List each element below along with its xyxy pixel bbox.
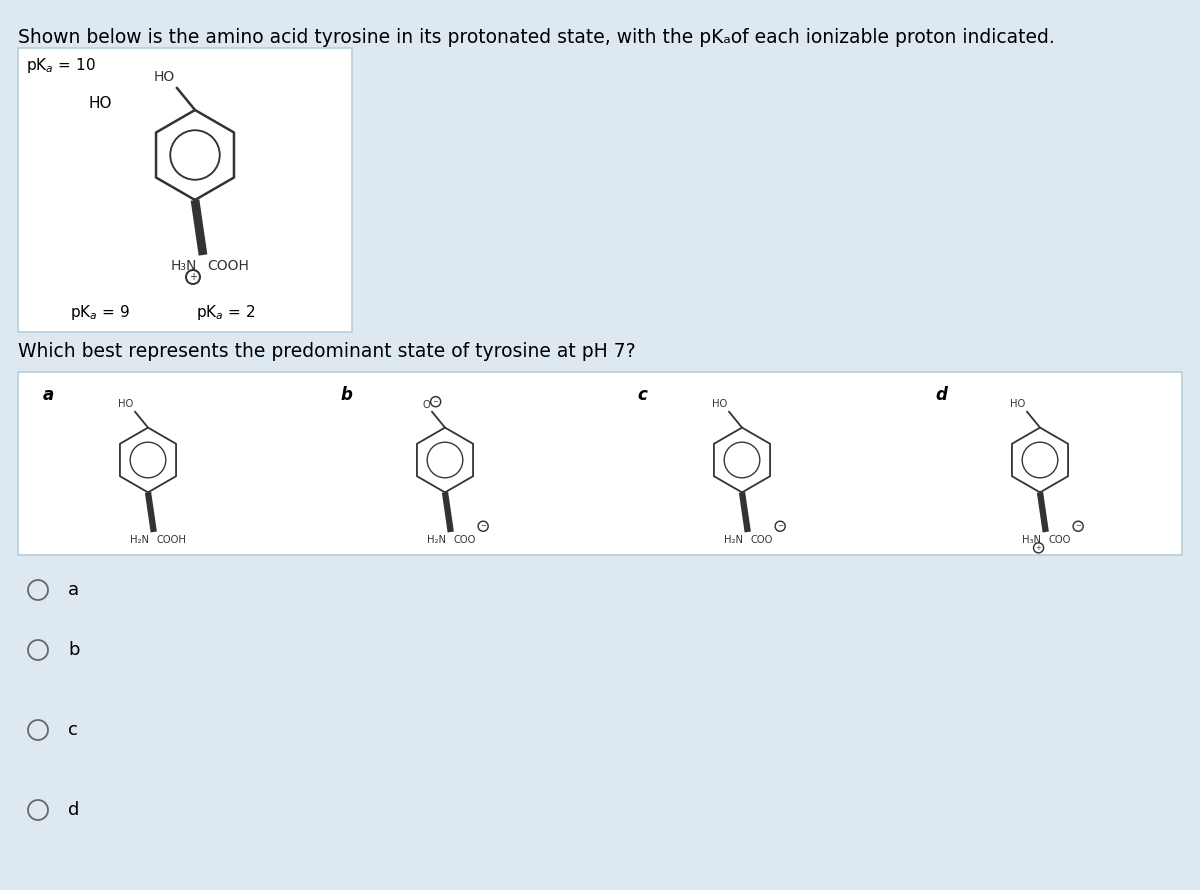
Text: c: c xyxy=(637,386,647,404)
Text: pK$_a$ = 2: pK$_a$ = 2 xyxy=(196,303,256,322)
Text: −: − xyxy=(778,523,784,530)
Text: COO: COO xyxy=(751,535,773,545)
Text: −: − xyxy=(1075,523,1081,530)
Text: HO: HO xyxy=(713,399,727,409)
Text: COOH: COOH xyxy=(157,535,186,545)
Text: +: + xyxy=(190,272,197,282)
Text: O: O xyxy=(422,400,431,410)
Text: b: b xyxy=(68,641,79,659)
Text: HO: HO xyxy=(119,399,133,409)
Text: d: d xyxy=(68,801,79,819)
Text: H₃N: H₃N xyxy=(170,259,197,273)
Text: H₃N: H₃N xyxy=(1022,535,1042,545)
Text: +: + xyxy=(1036,545,1042,551)
Text: a: a xyxy=(68,581,79,599)
Text: b: b xyxy=(340,386,352,404)
Text: COO: COO xyxy=(1049,535,1072,545)
Text: pK$_a$ = 10: pK$_a$ = 10 xyxy=(26,56,96,75)
Text: −: − xyxy=(433,399,438,405)
Text: COO: COO xyxy=(454,535,476,545)
Text: H₂N: H₂N xyxy=(131,535,150,545)
Text: d: d xyxy=(935,386,947,404)
Text: H₂N: H₂N xyxy=(427,535,446,545)
Text: HO: HO xyxy=(1010,399,1026,409)
Text: HO: HO xyxy=(154,70,175,84)
Text: COOH: COOH xyxy=(208,259,248,273)
Text: −: − xyxy=(480,523,486,530)
FancyBboxPatch shape xyxy=(18,48,352,332)
FancyBboxPatch shape xyxy=(18,372,1182,555)
Text: pK$_a$ = 9: pK$_a$ = 9 xyxy=(70,303,130,322)
Text: Shown below is the amino acid tyrosine in its protonated state, with the pKₐof e: Shown below is the amino acid tyrosine i… xyxy=(18,28,1055,47)
Text: HO: HO xyxy=(88,96,112,111)
Text: Which best represents the predominant state of tyrosine at pH 7?: Which best represents the predominant st… xyxy=(18,342,636,361)
Text: c: c xyxy=(68,721,78,739)
Text: H₂N: H₂N xyxy=(725,535,744,545)
Text: a: a xyxy=(43,386,54,404)
